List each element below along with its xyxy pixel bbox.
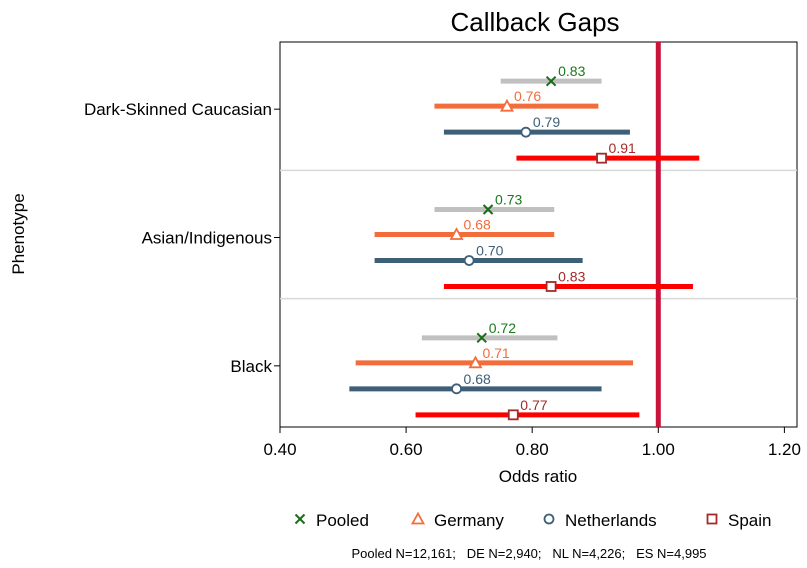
series-pooled-point: 0.73 <box>434 192 555 215</box>
estimate-marker <box>507 409 519 421</box>
data-label: 0.68 <box>464 371 491 387</box>
data-label: 0.73 <box>495 192 522 208</box>
square-icon <box>706 513 718 525</box>
data-label: 0.68 <box>464 217 491 233</box>
data-label: 0.91 <box>609 140 636 156</box>
legend-item-netherlands: Netherlands <box>543 511 657 530</box>
series-pooled-point: 0.72 <box>421 320 558 344</box>
estimate-marker <box>499 98 514 112</box>
series-spain-point: 0.77 <box>415 397 640 421</box>
estimate-marker <box>520 126 532 138</box>
x-axis-label: Odds ratio <box>499 467 577 486</box>
x-tick-label: 1.00 <box>642 440 675 459</box>
series-germany-point: 0.68 <box>374 217 555 240</box>
estimate-marker <box>545 75 557 87</box>
series-pooled-point: 0.83 <box>500 63 602 87</box>
data-label: 0.71 <box>482 345 509 361</box>
series-spain-point: 0.83 <box>443 269 693 292</box>
legend-label: Netherlands <box>565 511 657 530</box>
legend-label: Spain <box>728 511 771 530</box>
x-tick-label: 0.80 <box>516 440 549 459</box>
series-germany-point: 0.71 <box>355 345 634 369</box>
series-germany-point: 0.76 <box>434 88 599 112</box>
estimate-marker <box>449 227 464 240</box>
circle-icon <box>543 513 555 525</box>
triangle-icon <box>410 511 426 525</box>
legend-item-germany: Germany <box>410 511 504 530</box>
data-label: 0.83 <box>558 269 585 285</box>
estimate-marker <box>451 383 462 395</box>
estimate-marker <box>476 332 487 344</box>
data-label: 0.72 <box>489 320 516 336</box>
series-netherlands-point: 0.68 <box>349 371 602 395</box>
series-spain-point: 0.91 <box>516 140 700 164</box>
estimate-marker <box>596 152 607 164</box>
y-tick-label: Black <box>230 357 272 376</box>
legend-item-spain: Spain <box>706 511 771 530</box>
sample-size-note: Pooled N=12,161; DE N=2,940; NL N=4,226;… <box>351 546 706 561</box>
estimate-marker <box>463 255 475 266</box>
y-tick-label: Asian/Indigenous <box>142 229 272 248</box>
data-label: 0.83 <box>558 63 585 79</box>
group-separators <box>280 169 797 300</box>
estimate-marker <box>482 204 494 215</box>
series-netherlands-point: 0.70 <box>374 243 583 266</box>
y-axis-label: Phenotype <box>9 193 28 274</box>
y-axis: Dark-Skinned Caucasian Asian/Indigenous Bl… <box>84 100 280 376</box>
y-tick-label: Dark-Skinned Caucasian <box>84 100 272 119</box>
data-label: 0.70 <box>476 243 503 259</box>
series-netherlands-point: 0.79 <box>443 114 630 138</box>
x-icon <box>294 513 306 525</box>
x-tick-label: 1.20 <box>768 440 801 459</box>
legend-label: Pooled <box>316 511 369 530</box>
x-tick-label: 0.60 <box>390 440 423 459</box>
estimate-marker <box>545 281 557 292</box>
legend: Pooled Germany Netherlands Spain <box>294 511 771 530</box>
x-axis: 0.40 0.60 0.80 1.00 1.20 <box>263 427 801 459</box>
legend-item-pooled: Pooled <box>294 511 369 530</box>
x-tick-label: 0.40 <box>263 440 296 459</box>
legend-label: Germany <box>434 511 504 530</box>
chart-marks: 0.83 0.73 0.72 0.76 0.68 0.71 0.79 0.70 0.68 0.91… <box>349 63 700 421</box>
plot-frame <box>279 41 798 428</box>
data-label: 0.76 <box>514 88 541 104</box>
data-label: 0.77 <box>520 397 547 413</box>
chart-title: Callback Gaps <box>450 7 619 37</box>
estimate-marker <box>468 355 483 369</box>
data-label: 0.79 <box>533 114 560 130</box>
